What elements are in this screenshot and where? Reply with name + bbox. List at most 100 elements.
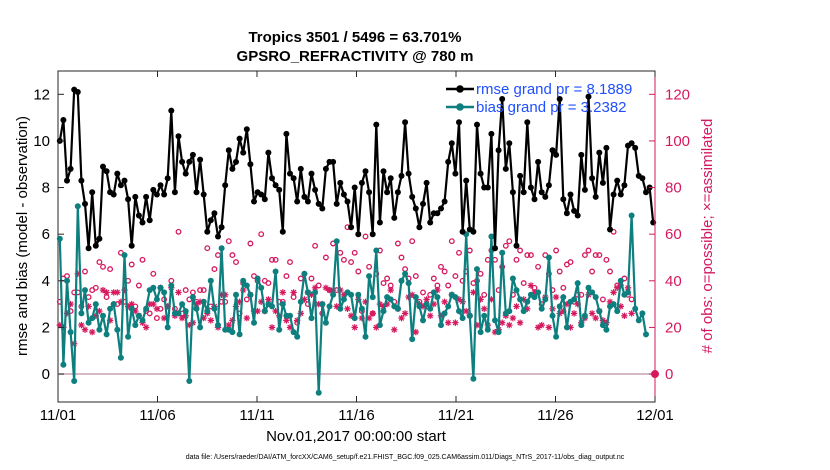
legend-bias-label: bias grand pr = 3.2382 — [476, 99, 627, 116]
bias-point — [488, 233, 495, 240]
possible-count-marker — [243, 296, 250, 303]
bias-point — [484, 326, 491, 333]
possible-count-marker — [82, 268, 88, 275]
assimilated-count-marker — [279, 289, 286, 296]
assimilated-count-marker — [81, 326, 89, 333]
rmse-point — [312, 186, 319, 193]
bias-point — [297, 298, 304, 305]
bias-point — [445, 303, 452, 310]
bias-point — [290, 329, 297, 336]
bias-point — [376, 322, 383, 329]
assimilated-count-marker — [128, 300, 135, 308]
rmse-point — [322, 165, 329, 172]
assimilated-count-marker — [142, 324, 150, 331]
rmse-point — [211, 210, 218, 217]
bias-point — [549, 312, 556, 319]
assimilated-count-marker — [452, 319, 459, 326]
rmse-point — [596, 149, 603, 156]
bias-point — [571, 296, 578, 303]
rmse-point — [164, 175, 171, 182]
rmse-point — [200, 191, 207, 198]
rmse-point — [207, 217, 214, 224]
possible-count-marker — [200, 287, 207, 294]
assimilated-count-marker — [103, 289, 110, 296]
possible-count-marker — [225, 238, 232, 245]
bias-point — [287, 312, 293, 319]
bias-point — [459, 315, 466, 322]
rmse-point — [197, 156, 204, 163]
rmse-point — [132, 193, 139, 200]
bias-point — [132, 322, 139, 329]
possible-count-marker — [384, 275, 391, 282]
y-right-tick-label: 40 — [665, 273, 682, 290]
bias-point — [589, 289, 596, 296]
rmse-point — [128, 242, 135, 249]
rmse-point — [344, 198, 351, 205]
rmse-point — [60, 117, 67, 123]
bias-point — [625, 289, 631, 296]
rmse-point — [574, 212, 581, 219]
assimilated-count-marker — [391, 326, 398, 333]
possible-count-marker — [348, 259, 355, 266]
rmse-point — [639, 175, 646, 182]
rmse-point — [74, 89, 81, 95]
bias-point — [233, 291, 239, 298]
bias-point — [545, 254, 552, 261]
rmse-point — [85, 245, 92, 252]
bias-point — [103, 331, 110, 338]
rmse-point — [330, 158, 337, 165]
bias-point — [333, 238, 340, 245]
rmse-point — [535, 158, 542, 165]
rmse-point — [617, 191, 624, 198]
rmse-point — [427, 219, 434, 226]
possible-count-marker — [182, 287, 189, 294]
possible-count-marker — [247, 240, 254, 247]
rmse-point — [391, 214, 398, 221]
rmse-point — [179, 158, 186, 165]
rmse-point — [387, 175, 394, 182]
rmse-point — [405, 170, 412, 177]
possible-count-marker — [229, 252, 236, 259]
rmse-point — [125, 196, 132, 203]
bias-point — [89, 315, 96, 322]
rmse-point — [304, 198, 311, 205]
rmse-point — [186, 158, 193, 165]
bias-point — [258, 284, 265, 291]
possible-count-marker — [380, 280, 387, 287]
bias-point — [143, 305, 150, 312]
bias-point — [524, 298, 531, 305]
rmse-point — [553, 151, 560, 158]
possible-count-marker — [517, 247, 524, 254]
rmse-point — [607, 226, 613, 233]
assimilated-count-marker — [506, 321, 513, 329]
bias-point — [517, 296, 524, 303]
bias-point — [427, 305, 434, 312]
rmse-point — [135, 212, 142, 219]
assimilated-count-marker — [527, 282, 535, 289]
possible-count-marker — [394, 240, 401, 247]
rmse-point — [412, 205, 419, 212]
bias-point — [254, 275, 261, 282]
possible-count-marker — [441, 268, 448, 275]
rmse-point — [549, 147, 556, 154]
assimilated-count-marker — [628, 310, 635, 317]
possible-count-marker — [269, 256, 275, 263]
bias-point — [193, 305, 200, 312]
rmse-point — [143, 193, 150, 200]
possible-count-marker — [585, 247, 592, 254]
bias-point — [639, 310, 646, 317]
assimilated-count-marker — [509, 314, 517, 322]
rmse-point — [218, 224, 225, 231]
bias-point — [64, 277, 70, 284]
bias-point — [466, 312, 473, 319]
rmse-point — [362, 168, 369, 175]
possible-count-marker — [506, 238, 513, 245]
bias-point — [107, 305, 114, 312]
bias-point — [531, 294, 538, 301]
rmse-point — [492, 245, 498, 252]
rmse-point — [394, 189, 401, 196]
bias-point — [179, 301, 186, 308]
possible-count-marker — [340, 256, 347, 263]
assimilated-count-marker — [207, 317, 214, 324]
x-tick-label: 12/01 — [636, 407, 674, 424]
